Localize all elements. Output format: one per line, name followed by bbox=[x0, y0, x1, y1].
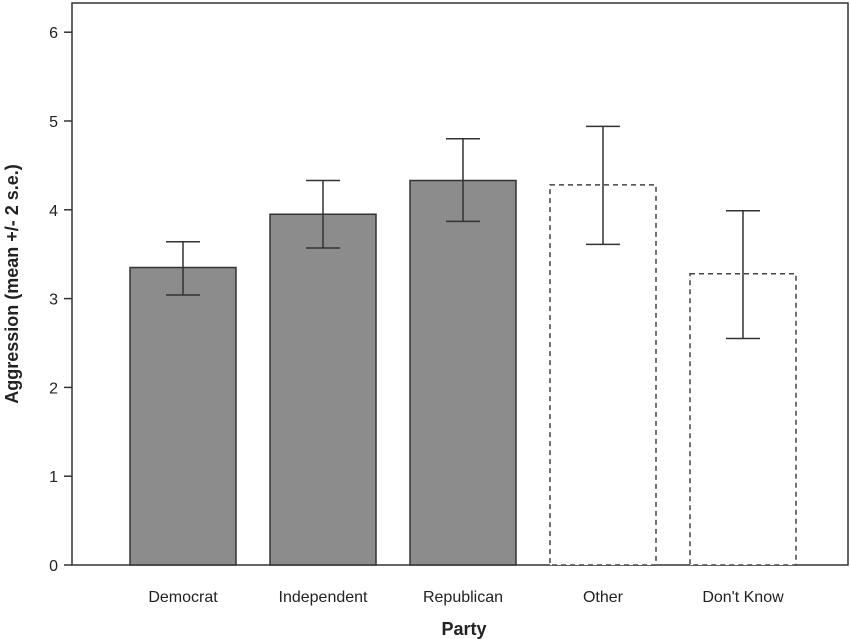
bar-democrat bbox=[129, 266, 237, 566]
x-tick-label: Other bbox=[583, 589, 624, 606]
bar-other bbox=[549, 184, 657, 566]
y-tick-label: 6 bbox=[49, 25, 58, 42]
bar-republican bbox=[409, 179, 517, 566]
y-tick-label: 1 bbox=[49, 469, 58, 486]
x-tick-label: Don't Know bbox=[702, 589, 784, 606]
x-tick-label: Democrat bbox=[148, 589, 218, 606]
error-bar bbox=[166, 241, 200, 296]
error-bars bbox=[166, 125, 760, 340]
y-tick-label: 2 bbox=[49, 380, 58, 397]
error-bar bbox=[586, 125, 620, 246]
x-axis-title: Party bbox=[441, 619, 486, 639]
x-tick-label: Independent bbox=[279, 589, 369, 606]
y-tick-label: 4 bbox=[49, 203, 58, 220]
error-bar bbox=[726, 209, 760, 340]
y-tick-label: 3 bbox=[49, 292, 58, 309]
bars bbox=[129, 179, 797, 566]
y-tick-label: 0 bbox=[49, 558, 58, 575]
y-axis-title: Aggression (mean +/- 2 s.e.) bbox=[2, 164, 22, 404]
x-axis: Democrat Independent Republican Other Don't … bbox=[148, 589, 784, 606]
x-tick-label: Republican bbox=[423, 589, 503, 606]
error-bar bbox=[306, 179, 340, 249]
error-bar bbox=[446, 138, 480, 223]
y-tick-label: 5 bbox=[49, 114, 58, 131]
y-axis: 0 1 2 3 4 5 6 bbox=[49, 25, 72, 575]
bar-independent bbox=[269, 213, 377, 566]
